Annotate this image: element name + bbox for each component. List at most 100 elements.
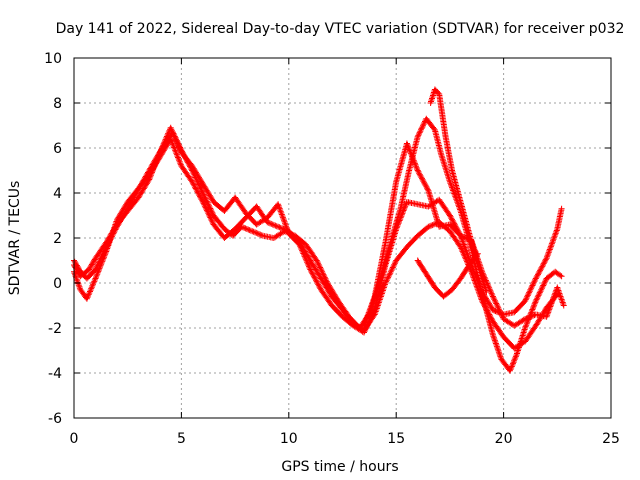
data-point bbox=[77, 267, 91, 280]
data-point bbox=[318, 286, 334, 308]
data-point bbox=[114, 200, 130, 223]
x-tick-label: 10 bbox=[280, 431, 298, 447]
data-point bbox=[532, 256, 549, 282]
data-point bbox=[83, 267, 98, 282]
series-track-2 bbox=[71, 136, 561, 352]
y-tick-label: 8 bbox=[53, 96, 62, 112]
data-point bbox=[275, 201, 292, 235]
data-point bbox=[178, 163, 195, 184]
data-point bbox=[92, 249, 109, 282]
data-point bbox=[558, 273, 565, 280]
data-point bbox=[511, 299, 527, 316]
chart-title: Day 141 of 2022, Sidereal Day-to-day VTE… bbox=[56, 21, 625, 37]
data-point bbox=[489, 318, 506, 339]
data-point bbox=[361, 308, 377, 336]
data-point bbox=[371, 263, 389, 313]
data-point bbox=[124, 195, 141, 214]
data-point bbox=[446, 228, 463, 249]
data-point bbox=[242, 210, 259, 227]
data-point bbox=[328, 302, 345, 319]
y-tick-label: 4 bbox=[53, 186, 62, 202]
x-axis-label: GPS time / hours bbox=[281, 459, 398, 475]
data-point bbox=[436, 196, 452, 218]
x-tick-label: 25 bbox=[602, 431, 620, 447]
data-point bbox=[440, 287, 454, 300]
data-point bbox=[489, 293, 506, 321]
y-tick-label: -2 bbox=[48, 321, 62, 337]
data-point bbox=[438, 151, 453, 184]
series-track-3 bbox=[71, 124, 565, 336]
data-point bbox=[532, 276, 549, 304]
data-point bbox=[431, 127, 444, 157]
y-tick-label: 0 bbox=[53, 276, 62, 292]
data-point bbox=[86, 256, 98, 273]
data-point bbox=[558, 205, 565, 212]
data-point bbox=[414, 257, 429, 276]
data-series bbox=[71, 86, 567, 374]
data-point bbox=[449, 167, 464, 204]
data-point bbox=[83, 276, 98, 302]
data-point bbox=[457, 263, 472, 282]
axis-ticks: 0 5 10 15 20 25 -6 -4 -2 0 2 4 6 8 10 bbox=[44, 51, 620, 447]
data-point bbox=[199, 190, 216, 218]
data-point bbox=[178, 149, 195, 168]
data-point bbox=[507, 353, 519, 374]
data-point bbox=[303, 241, 319, 263]
data-point bbox=[442, 133, 455, 172]
data-point bbox=[554, 284, 567, 307]
data-point bbox=[543, 227, 560, 262]
data-point bbox=[249, 228, 265, 239]
data-point bbox=[522, 276, 539, 304]
series-track-5 bbox=[427, 86, 490, 295]
data-point bbox=[264, 219, 280, 230]
data-point bbox=[483, 289, 490, 295]
data-point bbox=[414, 167, 431, 193]
data-point bbox=[307, 257, 324, 281]
data-point bbox=[221, 227, 237, 241]
data-point bbox=[296, 241, 313, 271]
data-point bbox=[382, 227, 399, 268]
data-point bbox=[339, 313, 355, 328]
data-point bbox=[552, 268, 564, 279]
data-point bbox=[92, 240, 109, 262]
data-point bbox=[189, 163, 206, 186]
data-point bbox=[560, 302, 567, 309]
data-point bbox=[103, 222, 120, 246]
data-point bbox=[489, 331, 504, 361]
data-point bbox=[423, 271, 438, 290]
data-point bbox=[479, 289, 496, 312]
grid bbox=[74, 58, 611, 418]
y-tick-label: -4 bbox=[48, 366, 62, 382]
data-point bbox=[324, 280, 341, 303]
data-point bbox=[543, 286, 560, 320]
data-point bbox=[479, 268, 496, 298]
data-point bbox=[167, 124, 184, 154]
y-tick-label: -6 bbox=[48, 411, 62, 427]
data-point bbox=[307, 266, 324, 292]
data-point bbox=[554, 207, 565, 232]
data-point bbox=[146, 150, 163, 183]
data-point bbox=[393, 245, 409, 264]
data-point bbox=[425, 187, 442, 229]
data-point bbox=[124, 186, 141, 205]
data-point bbox=[449, 276, 463, 293]
data-point bbox=[403, 140, 421, 173]
data-point bbox=[466, 252, 480, 268]
data-point bbox=[189, 167, 206, 195]
data-point bbox=[474, 250, 481, 257]
data-point bbox=[253, 215, 269, 228]
data-point bbox=[199, 181, 216, 204]
series-track-6 bbox=[414, 250, 481, 300]
data-point bbox=[114, 209, 130, 228]
data-point bbox=[423, 115, 437, 132]
data-point bbox=[382, 258, 399, 286]
y-tick-label: 6 bbox=[53, 141, 62, 157]
data-point bbox=[371, 241, 389, 300]
data-point bbox=[500, 334, 517, 351]
data-point bbox=[313, 257, 330, 285]
data-point bbox=[431, 86, 442, 96]
data-point bbox=[210, 212, 227, 231]
y-tick-label: 10 bbox=[44, 51, 62, 67]
data-point bbox=[446, 221, 463, 238]
data-point bbox=[232, 194, 248, 215]
